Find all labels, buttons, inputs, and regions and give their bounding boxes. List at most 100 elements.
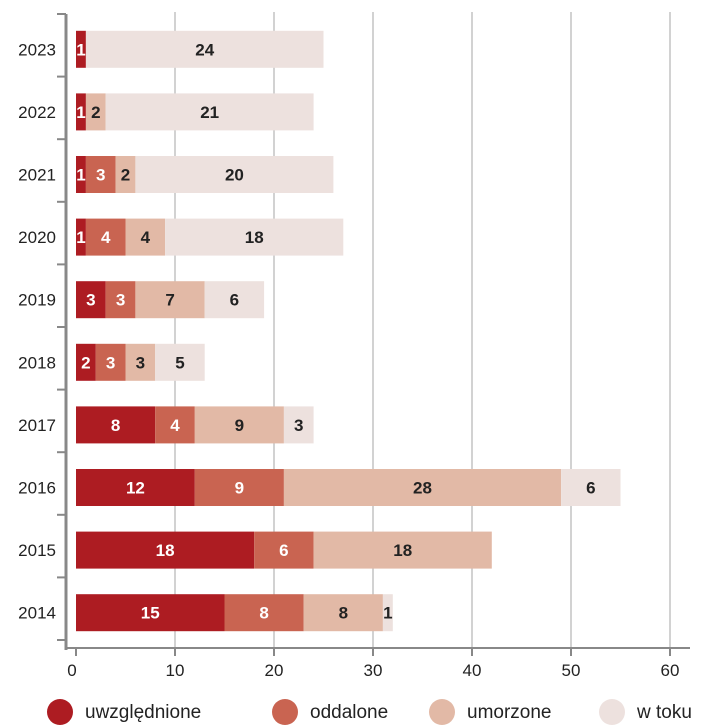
data-label-2014-3: 1 bbox=[383, 604, 392, 623]
bar-2022-3 bbox=[105, 93, 314, 131]
data-label-2017-0: 8 bbox=[111, 416, 120, 435]
legend-label-1: oddalone bbox=[310, 702, 388, 723]
bar-2020-2 bbox=[125, 218, 166, 256]
bar-2019-3 bbox=[204, 281, 265, 319]
bar-2019-2 bbox=[135, 281, 205, 319]
data-label-2019-3: 6 bbox=[230, 291, 239, 310]
y-tick-label-2015: 2015 bbox=[18, 541, 56, 560]
data-label-2019-2: 7 bbox=[165, 291, 174, 310]
bar-2017-0 bbox=[76, 406, 156, 444]
legend-label-0: uwzględnione bbox=[85, 702, 201, 723]
data-label-2017-3: 3 bbox=[294, 416, 303, 435]
data-label-2020-2: 4 bbox=[141, 228, 151, 247]
data-label-2019-0: 3 bbox=[86, 291, 95, 310]
x-tick-label-50: 50 bbox=[562, 661, 581, 680]
bar-2014-1 bbox=[224, 594, 304, 632]
bar-2021-3 bbox=[135, 156, 334, 193]
bar-2018-3 bbox=[155, 343, 205, 381]
legend-swatch-1 bbox=[272, 699, 298, 725]
bar-2022-2 bbox=[85, 93, 106, 131]
bar-2022-0 bbox=[76, 93, 86, 131]
x-tick-label-0: 0 bbox=[67, 661, 76, 680]
x-tick-label-30: 30 bbox=[364, 661, 383, 680]
data-label-2021-0: 1 bbox=[76, 166, 85, 185]
y-tick-label-2017: 2017 bbox=[18, 416, 56, 435]
y-tick-label-2016: 2016 bbox=[18, 479, 56, 498]
data-label-2018-3: 5 bbox=[175, 353, 184, 372]
bar-2015-2 bbox=[313, 531, 492, 569]
legend-swatch-0 bbox=[47, 699, 73, 725]
data-label-2021-3: 20 bbox=[225, 166, 244, 185]
data-label-2020-3: 18 bbox=[245, 228, 264, 247]
bar-2020-0 bbox=[76, 218, 86, 256]
y-tick-label-2020: 2020 bbox=[18, 228, 56, 247]
data-label-2016-1: 9 bbox=[235, 479, 244, 498]
data-label-2023-0: 1 bbox=[76, 40, 85, 59]
data-label-2014-2: 8 bbox=[339, 604, 348, 623]
y-tick-label-2021: 2021 bbox=[18, 166, 56, 185]
x-axis: 0 10 20 30 40 50 60 bbox=[66, 647, 690, 680]
y-tick-label-2019: 2019 bbox=[18, 291, 56, 310]
data-label-2014-0: 15 bbox=[141, 604, 160, 623]
data-label-2021-2: 2 bbox=[121, 166, 130, 185]
bar-2016-1 bbox=[194, 469, 284, 506]
bar-2021-0 bbox=[76, 156, 86, 193]
bars: 1 241 2 211 3 2 201 4 4 183 3 7 62 3 3 58 4 9 312 9 28 618 6 18… bbox=[76, 30, 621, 632]
legend-label-3: w toku bbox=[636, 702, 692, 723]
bar-2021-1 bbox=[85, 156, 116, 193]
data-label-2017-2: 9 bbox=[235, 416, 244, 435]
bar-2016-2 bbox=[283, 469, 562, 506]
bar-2014-0 bbox=[76, 594, 225, 632]
data-label-2018-0: 2 bbox=[81, 353, 90, 372]
data-label-2021-1: 3 bbox=[96, 166, 105, 185]
bar-2020-1 bbox=[85, 218, 126, 256]
y-tick-label-2014: 2014 bbox=[18, 604, 56, 623]
x-tick-label-40: 40 bbox=[463, 661, 482, 680]
legend-label-2: umorzone bbox=[467, 702, 552, 723]
bar-2018-2 bbox=[125, 343, 156, 381]
bar-2021-2 bbox=[115, 156, 136, 193]
bar-2016-3 bbox=[561, 469, 621, 506]
bar-2017-3 bbox=[283, 406, 314, 444]
data-label-2015-0: 18 bbox=[156, 541, 175, 560]
data-label-2018-2: 3 bbox=[136, 353, 145, 372]
data-label-2014-1: 8 bbox=[259, 604, 268, 623]
legend-swatch-3 bbox=[599, 699, 625, 725]
data-label-2020-1: 4 bbox=[101, 228, 111, 247]
bar-2019-1 bbox=[105, 281, 136, 319]
bar-2014-2 bbox=[303, 594, 383, 632]
data-label-2022-0: 1 bbox=[76, 103, 85, 122]
x-tick-label-20: 20 bbox=[265, 661, 284, 680]
bar-2023-3 bbox=[85, 30, 324, 68]
data-label-2022-3: 21 bbox=[200, 103, 219, 122]
y-tick-label-2023: 2023 bbox=[18, 40, 56, 59]
bar-2017-2 bbox=[194, 406, 284, 444]
legend-swatch-2 bbox=[429, 699, 455, 725]
bar-2018-0 bbox=[76, 343, 96, 381]
bar-2014-3 bbox=[382, 594, 393, 632]
data-label-2023-3: 24 bbox=[195, 40, 214, 59]
y-axis: 2023 2022 2021 2020 2019 2018 2017 2016 2015 2014 bbox=[18, 13, 68, 650]
legend: uwzględnione oddalone umorzone w toku bbox=[47, 699, 692, 725]
data-label-2017-1: 4 bbox=[170, 416, 180, 435]
bar-2015-1 bbox=[254, 531, 314, 569]
y-tick-label-2018: 2018 bbox=[18, 353, 56, 372]
bar-2017-1 bbox=[155, 406, 195, 444]
x-tick-label-10: 10 bbox=[166, 661, 185, 680]
bar-2020-3 bbox=[165, 218, 344, 256]
data-label-2016-0: 12 bbox=[126, 479, 145, 498]
bar-2023-0 bbox=[76, 30, 86, 68]
bar-2016-0 bbox=[76, 469, 195, 506]
data-label-2016-3: 6 bbox=[586, 479, 595, 498]
data-label-2019-1: 3 bbox=[116, 291, 125, 310]
data-label-2022-2: 2 bbox=[91, 103, 100, 122]
data-label-2015-1: 6 bbox=[279, 541, 288, 560]
data-label-2015-2: 18 bbox=[393, 541, 412, 560]
data-label-2020-0: 1 bbox=[76, 228, 85, 247]
bar-2018-1 bbox=[95, 343, 126, 381]
bar-2019-0 bbox=[76, 281, 106, 319]
x-tick-label-60: 60 bbox=[661, 661, 680, 680]
y-tick-label-2022: 2022 bbox=[18, 103, 56, 122]
bar-2015-0 bbox=[76, 531, 255, 569]
